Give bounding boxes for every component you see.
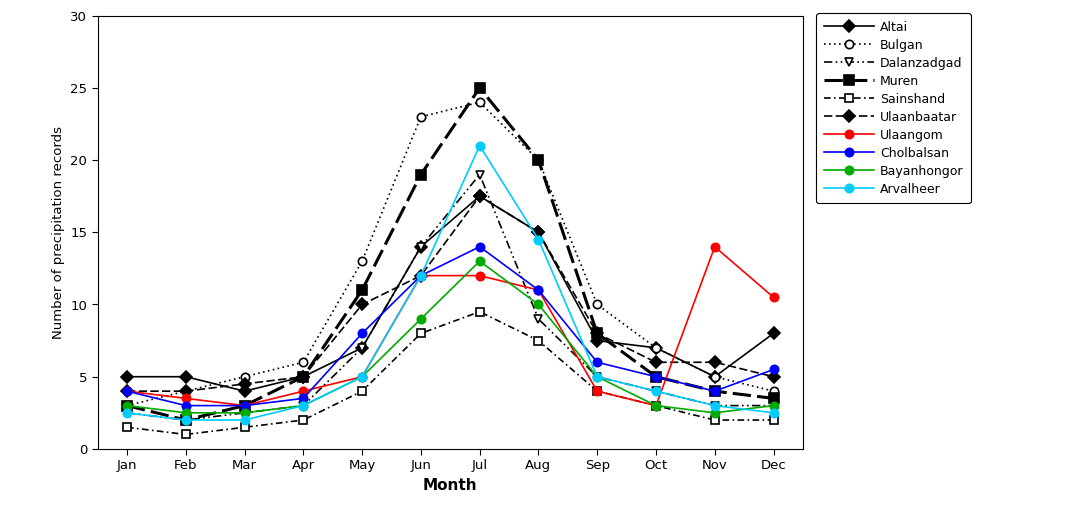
Y-axis label: Number of precipitation records: Number of precipitation records (52, 126, 65, 339)
X-axis label: Month: Month (423, 478, 477, 493)
Legend: Altai, Bulgan, Dalanzadgad, Muren, Sainshand, Ulaanbaatar, Ulaangom, Cholbalsan,: Altai, Bulgan, Dalanzadgad, Muren, Sains… (816, 13, 971, 203)
